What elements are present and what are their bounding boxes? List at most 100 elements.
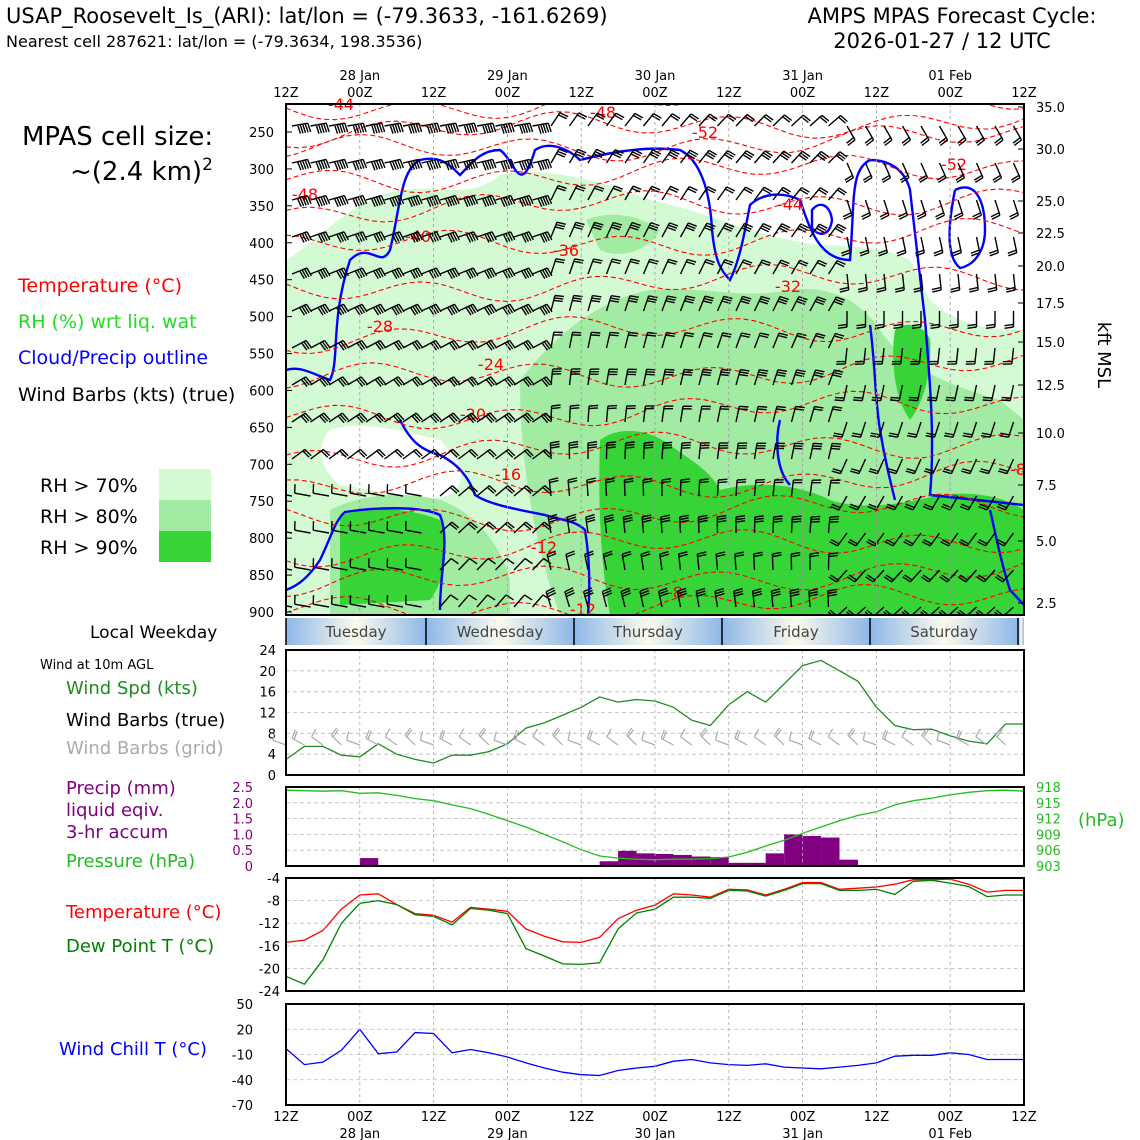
pressure-tick-label: 600 [249,384,274,399]
upper-wind-barbs [286,112,1023,615]
wind-barb [976,569,996,583]
wind-barb [679,368,694,386]
wind-barb [476,267,498,280]
weekday-band [574,618,722,645]
isotherm-label: -36 [553,241,579,260]
pressure-tick-label: 250 [249,126,274,141]
wind-barb [458,485,478,497]
wind-barb [532,339,553,351]
wind-barb [998,458,1015,475]
isotherm [286,316,1024,355]
grid-wind-barb-group [478,727,490,746]
bottom-date-labels: 28 Jan 29 Jan 30 Jan 31 Jan 01 Feb [339,1127,972,1140]
wind-barb [891,347,904,365]
legend-wind-speed: Wind Spd (kts) [66,678,198,699]
pressure-tick-label: 300 [249,163,274,178]
wind-barb [384,339,405,351]
wind-barb [842,199,853,220]
wind-barb [905,458,922,475]
wind-barb [900,670,914,685]
wind-barb [586,673,600,685]
cell-size-value: ~(2.4 km)2 [70,155,213,187]
wind-barb [567,477,578,497]
grid-wind-barb-group [680,728,693,746]
legend-cloud: Cloud/Precip outline [18,347,208,369]
wind-barb [532,267,553,280]
wind-barb [847,727,859,746]
wind-barb [365,194,386,207]
wind-barb [605,441,616,460]
cloud-outline-left [286,144,1024,507]
wind-barb [587,331,601,349]
wind-barb [1010,162,1021,183]
wind-barb [568,440,579,460]
wind-barb [733,587,744,608]
grid-wind-barb-group [311,728,324,746]
wind-barb [676,587,688,608]
wind-barb [439,122,460,134]
wind-barb [550,404,561,423]
wind-barb [386,558,404,571]
wind-barb [419,731,434,746]
wind-barb [384,448,405,460]
wind-barb [753,186,773,201]
wind-barb [291,267,313,280]
wind-barb [476,339,498,351]
weekday-strip: Tuesday Wednesday Thursday Friday Saturday [285,618,1024,645]
wind-barb [716,368,731,386]
wind-barb [624,331,638,349]
panel-frame [285,877,1025,992]
wind-barb [928,347,941,365]
grid-wind-barb-group [586,729,600,746]
wind-barb [386,595,404,608]
wind-barb [790,369,806,386]
cell-size-label: MPAS cell size: [22,122,213,152]
wind-barb [478,727,490,746]
wind-barb [550,112,569,127]
wind-barb [753,222,772,238]
wind-barb [920,125,930,147]
wind-barb [401,673,416,685]
wind-barb [402,231,423,243]
weekday-label: Thursday [612,623,683,641]
wind-barb [582,587,594,608]
wind-barb [587,368,600,386]
wind-barb [349,558,367,571]
wind-barb [827,406,843,423]
wind-barb [286,531,293,534]
bottom-hour-label: 12Z [273,1110,299,1125]
wind-barb [330,727,342,746]
legend-precip-1: Precip (mm) [66,778,176,799]
wind-barb [402,339,424,351]
wind-barb [809,479,822,497]
wind-barb [495,339,516,351]
wind-barb [439,594,459,608]
weekday-band [1018,618,1024,645]
wind-barb [939,569,959,583]
wind-barb [735,442,748,460]
wind-barb [699,727,711,746]
wind-barb [349,521,367,534]
wind-barb [938,125,949,147]
wind-barb [476,158,497,171]
wind-barb [753,405,768,423]
wind-barb [365,729,379,746]
wind-barb [809,259,828,275]
wind-barb [698,442,710,460]
height-axis-title: kft MSL [1093,322,1114,388]
wind-tick-label: 8 [268,727,276,742]
wind-barb [547,676,563,685]
wind-barb [384,376,405,387]
wind-barb [621,550,632,571]
panel-frame [285,1003,1025,1106]
grid-wind-barb-group [773,727,785,746]
wind-barb [698,258,715,275]
wind-barb [495,303,516,316]
wind-barb [476,231,497,243]
wind-barb [834,384,848,402]
wind-barb [915,236,925,257]
wind-barb [587,148,606,164]
wind-barb [347,303,368,316]
wind-barb [402,122,423,134]
wind-speed-panel: 0 4 8 12 16 20 24 [259,644,1025,784]
